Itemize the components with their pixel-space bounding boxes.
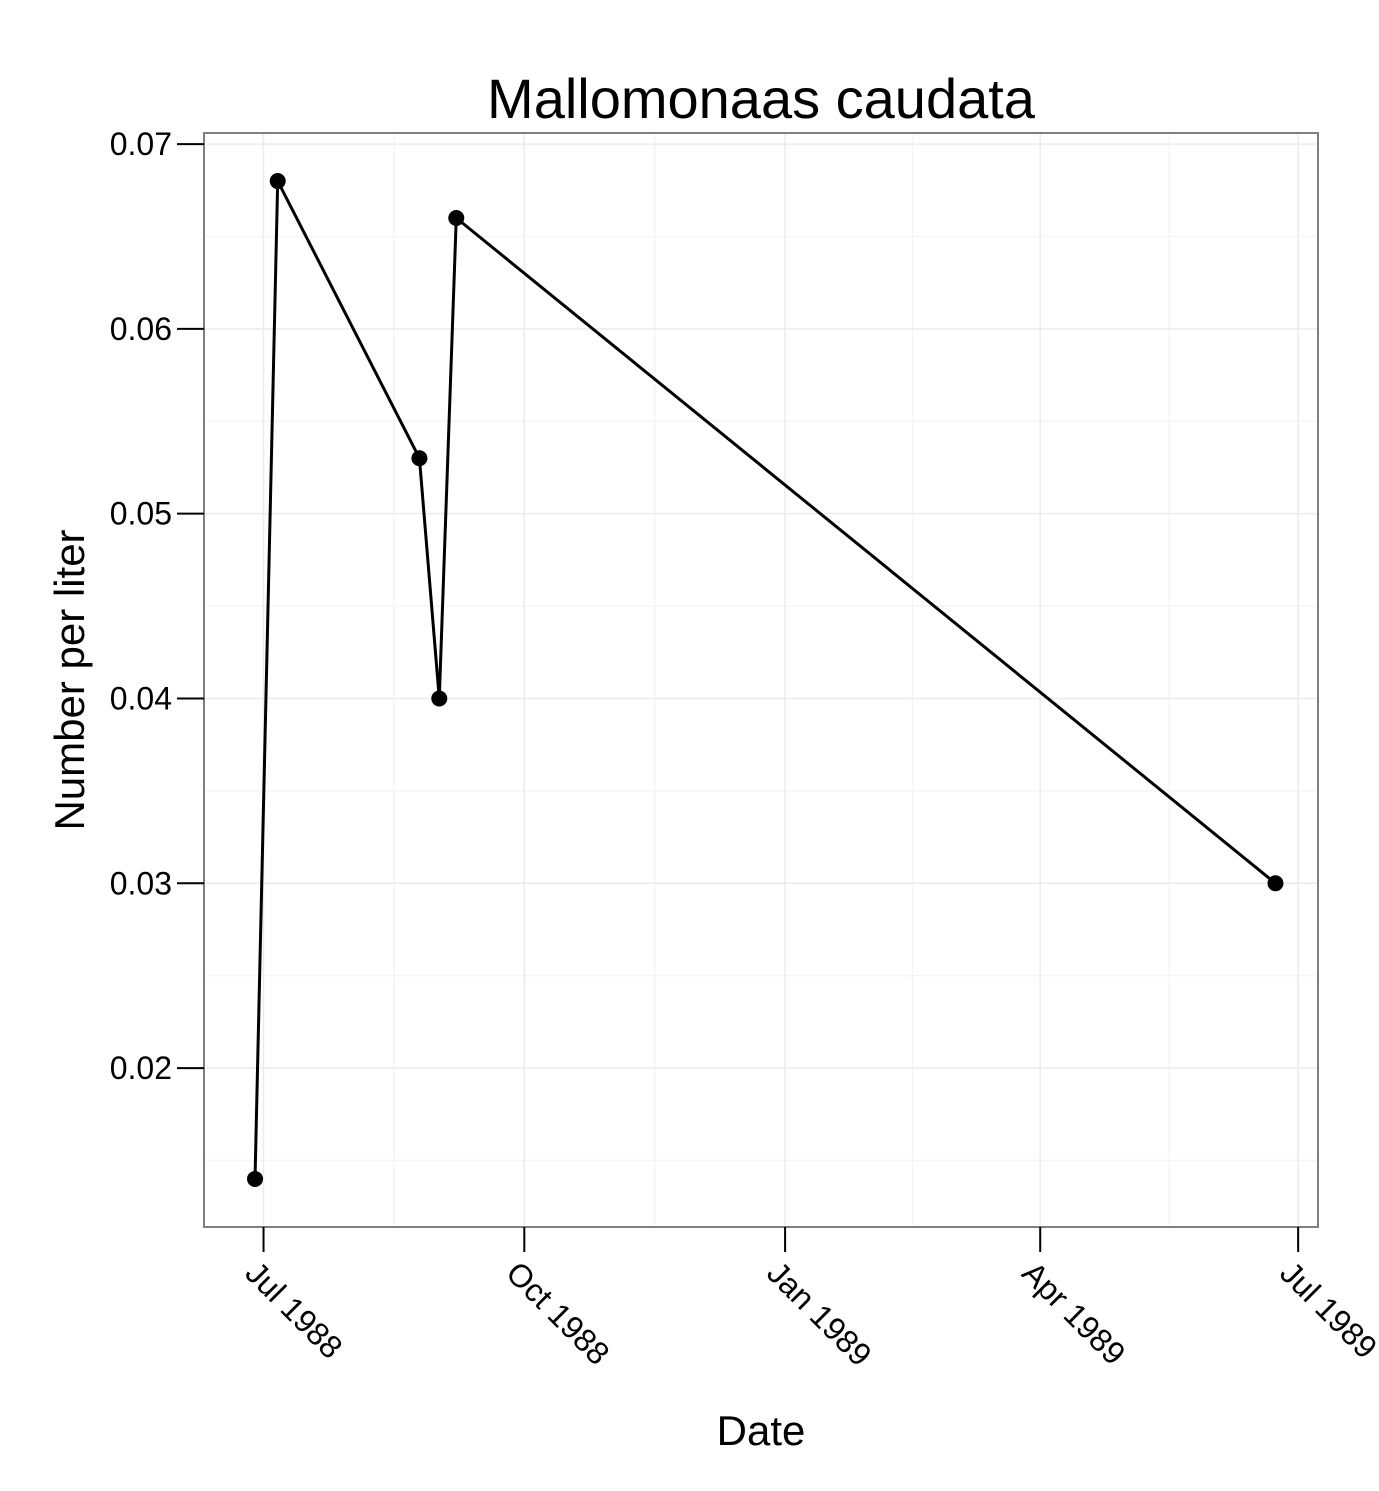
data-point [411,450,428,467]
y-tick-label: 0.04 [110,680,172,716]
grid [204,133,1318,1227]
y-axis-title: Number per liter [46,529,93,830]
y-tick-label: 0.02 [110,1050,172,1086]
data-point [448,210,465,227]
panel-border [203,132,1319,1228]
y-tick-label: 0.03 [110,865,172,901]
series-layer [247,173,1284,1187]
chart-title: Mallomonaas caudata [487,67,1036,130]
y-tick-label: 0.06 [110,311,172,347]
data-point [247,1170,264,1187]
series-line [253,179,1277,1179]
data-point [431,690,448,707]
y-tick-label: 0.05 [110,496,172,532]
y-tick-label: 0.07 [110,126,172,162]
x-axis-title: Date [717,1407,806,1454]
data-point [269,173,286,190]
data-point [1267,875,1284,892]
